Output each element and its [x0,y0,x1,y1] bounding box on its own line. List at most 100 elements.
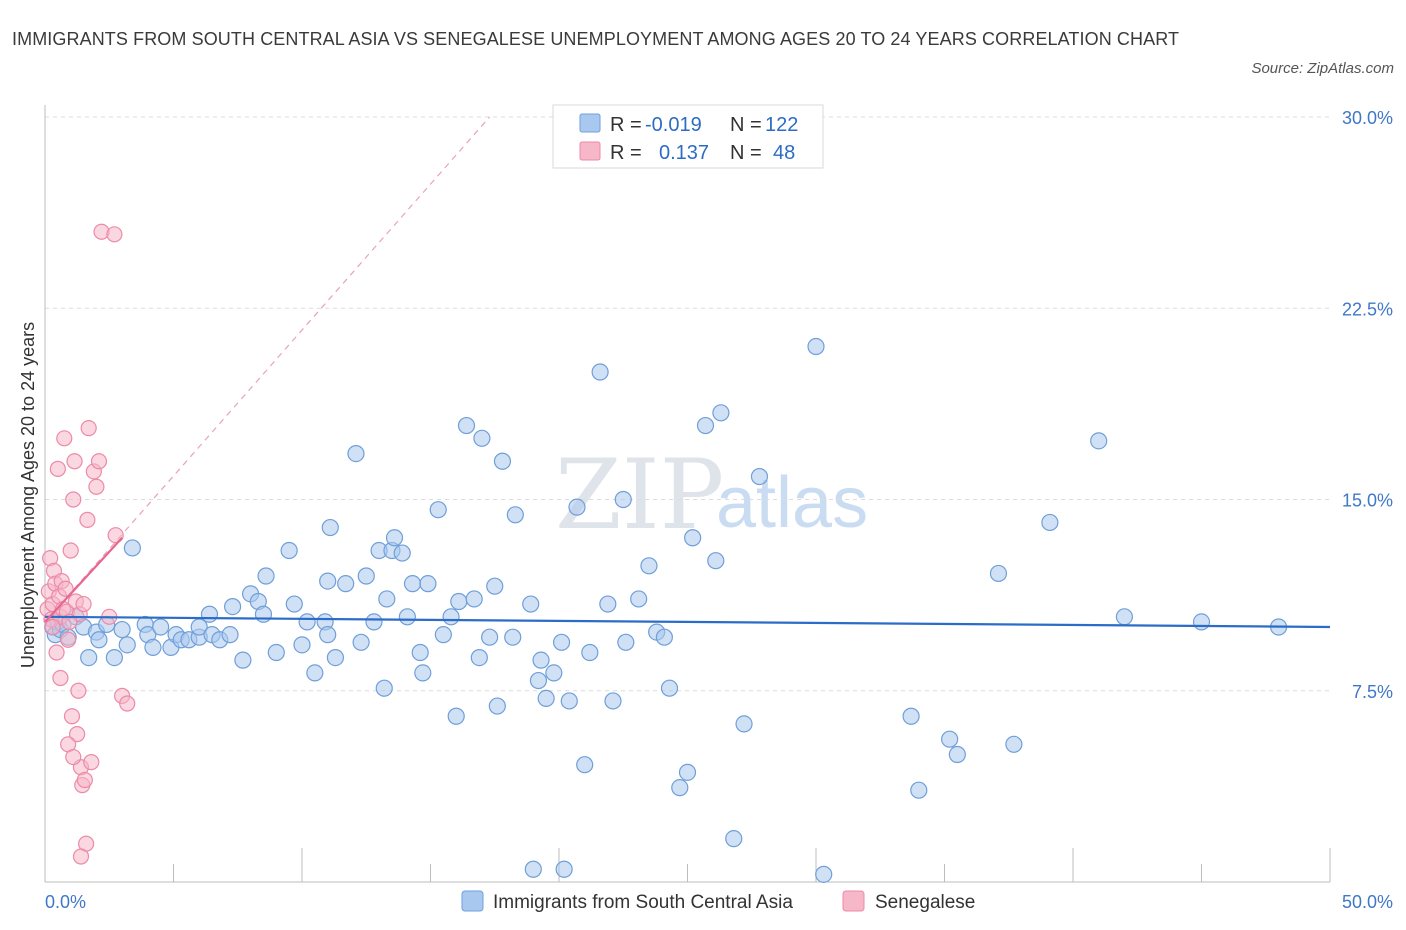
axes [44,105,1331,883]
immigrants-point [457,416,476,435]
immigrants-point [1115,608,1134,626]
immigrants-point [113,620,131,639]
legend-n-value-1: 122 [765,114,798,136]
immigrants-point [442,608,460,626]
legend-r-label-2: R = [610,142,642,164]
chart-title: IMMIGRANTS FROM SOUTH CENTRAL ASIA VS SE… [12,29,1180,49]
immigrants-point [257,567,275,585]
immigrants-point [591,363,609,381]
senegalese-point [62,542,79,559]
immigrants-point [671,779,689,797]
immigrants-point [1041,513,1059,532]
immigrants-point [80,648,98,667]
immigrants-point [481,628,499,646]
series-senegalese-points [39,223,136,865]
senegalese-point [48,644,65,661]
senegalese-point [72,848,90,865]
immigrants-point [941,730,959,748]
immigrants-point [707,552,725,570]
immigrants-point [599,595,617,613]
immigrants-point [118,636,136,654]
immigrants-point [234,651,252,669]
immigrants-point [486,577,504,595]
immigrants-point [555,860,573,878]
immigrants-point [326,648,345,667]
immigrants-point [280,541,298,560]
immigrants-point [365,613,383,631]
immigrants-point [537,689,555,708]
senegalese-point [65,748,82,766]
senegalese-point [69,725,86,743]
bottom-legend-swatch-pink [842,890,865,912]
immigrants-point [581,643,599,662]
immigrants-point [902,707,920,725]
legend-swatch-pink [579,141,601,161]
immigrants-point [529,671,548,690]
immigrants-point [403,575,422,593]
bottom-legend-label-1: Immigrants from South Central Asia [493,892,793,913]
immigrants-point [378,590,396,608]
immigrants-point [267,643,285,662]
immigrants-point [712,404,730,422]
immigrants-point [319,626,337,644]
senegalese-point [70,682,87,699]
immigrants-point [560,692,578,710]
immigrants-point [375,679,393,697]
bottom-legend-swatch-blue [461,890,484,912]
immigrants-point [470,648,488,667]
legend-r-label-1: R = [610,114,642,136]
immigrants-point [411,643,429,662]
immigrants-point [298,613,316,631]
senegalese-point [76,771,93,789]
immigrants-point [750,467,769,486]
senegalese-point [83,754,100,771]
immigrants-point [568,498,586,516]
immigrants-point [1090,432,1108,450]
senegalese-point [60,631,77,648]
immigrants-point [319,572,337,590]
senegalese-point [66,453,83,470]
immigrants-point [306,664,324,682]
senegalese-point [106,226,123,243]
senegalese-trend-line [44,537,123,623]
immigrants-point [735,715,753,733]
senegalese-point [88,478,105,495]
immigrants-point [614,490,632,509]
senegalese-point [56,430,73,447]
immigrants-point [321,518,339,537]
legend-n-value-2: 48 [773,142,795,164]
senegalese-point [107,527,124,544]
immigrants-point [393,544,411,562]
senegalese-trend-dashed [44,116,491,623]
immigrants-point [576,756,594,774]
immigrants-point [105,648,123,667]
immigrants-point [447,707,465,725]
immigrants-point [725,830,743,848]
immigrants-point [347,445,365,463]
immigrants-point [144,638,162,657]
bottom-legend-label-2: Senegalese [875,892,975,913]
immigrants-point [414,664,432,682]
y-axis-label: Unemployment Among Ages 20 to 24 years [18,322,38,668]
immigrants-point [254,605,273,623]
senegalese-point [61,613,78,631]
immigrants-point [473,429,491,447]
immigrants-point [604,692,622,710]
immigrants-point [617,633,635,651]
immigrants-point [419,575,437,593]
immigrants-trend-line [44,615,1331,629]
senegalese-point [44,618,61,636]
y-tick-label: 15.0% [1342,491,1393,511]
y-tick-label: 22.5% [1342,299,1393,319]
senegalese-point [119,695,136,712]
senegalese-point [80,420,97,437]
immigrants-point [493,452,512,470]
immigrants-point [552,633,571,651]
immigrants-point [684,529,702,547]
senegalese-point [65,491,82,508]
immigrants-point [655,628,673,646]
immigrants-point [1005,735,1023,753]
immigrants-point [660,679,679,697]
y-tick-label: 7.5% [1352,682,1393,702]
